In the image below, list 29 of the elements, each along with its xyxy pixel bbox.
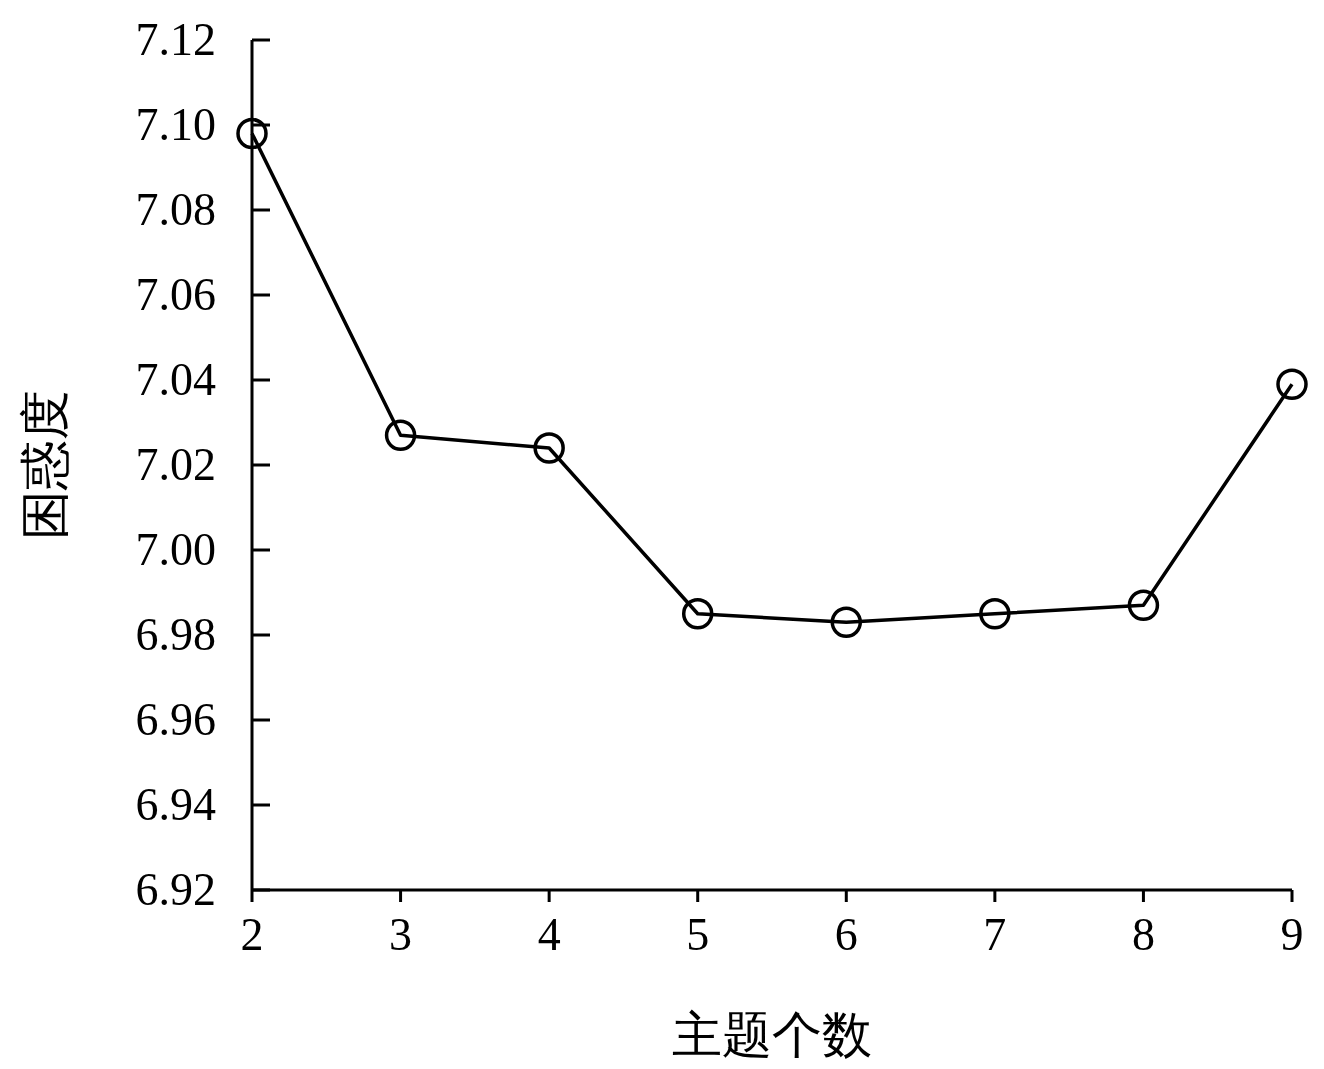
y-tick-label: 7.00 [135, 524, 216, 576]
x-tick-label: 2 [240, 909, 264, 960]
y-axis-title: 困惑度 [17, 390, 73, 540]
point [681, 598, 714, 630]
x-tick-label: 7 [983, 909, 1007, 960]
x-tick-label: 8 [1131, 909, 1155, 960]
y-tick-label: 7.02 [135, 439, 216, 491]
x-tick-label: 9 [1280, 909, 1304, 960]
point [1276, 368, 1308, 400]
y-tick-label: 6.96 [135, 694, 216, 746]
point [1127, 589, 1160, 621]
y-tick-label: 6.94 [135, 779, 216, 831]
x-tick-label: 3 [389, 909, 413, 960]
y-tick-label: 7.06 [135, 269, 216, 321]
x-tick-label: 6 [834, 909, 858, 960]
y-tick-label: 7.10 [135, 99, 216, 151]
point [533, 432, 565, 464]
point [236, 117, 268, 150]
y-tick-label: 6.98 [135, 609, 216, 661]
y-tick-label: 7.12 [135, 14, 216, 66]
point [384, 419, 417, 451]
x-tick-label: 5 [686, 909, 710, 960]
point [979, 598, 1011, 630]
y-tick-label: 6.92 [135, 864, 216, 916]
y-tick-label: 7.04 [135, 354, 216, 406]
x-axis-title: 主题个数 [672, 1007, 872, 1063]
point [830, 606, 863, 638]
y-tick-label: 7.08 [135, 184, 216, 236]
x-tick-label: 4 [537, 909, 561, 960]
